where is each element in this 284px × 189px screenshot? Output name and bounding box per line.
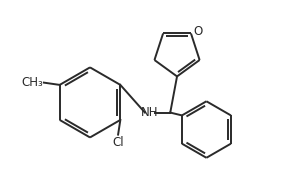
Text: O: O: [194, 25, 203, 38]
Text: NH: NH: [141, 106, 159, 119]
Text: Cl: Cl: [112, 136, 124, 149]
Text: CH₃: CH₃: [21, 76, 43, 89]
